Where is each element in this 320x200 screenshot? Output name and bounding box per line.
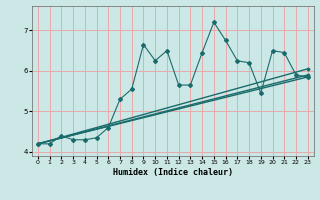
- X-axis label: Humidex (Indice chaleur): Humidex (Indice chaleur): [113, 168, 233, 177]
